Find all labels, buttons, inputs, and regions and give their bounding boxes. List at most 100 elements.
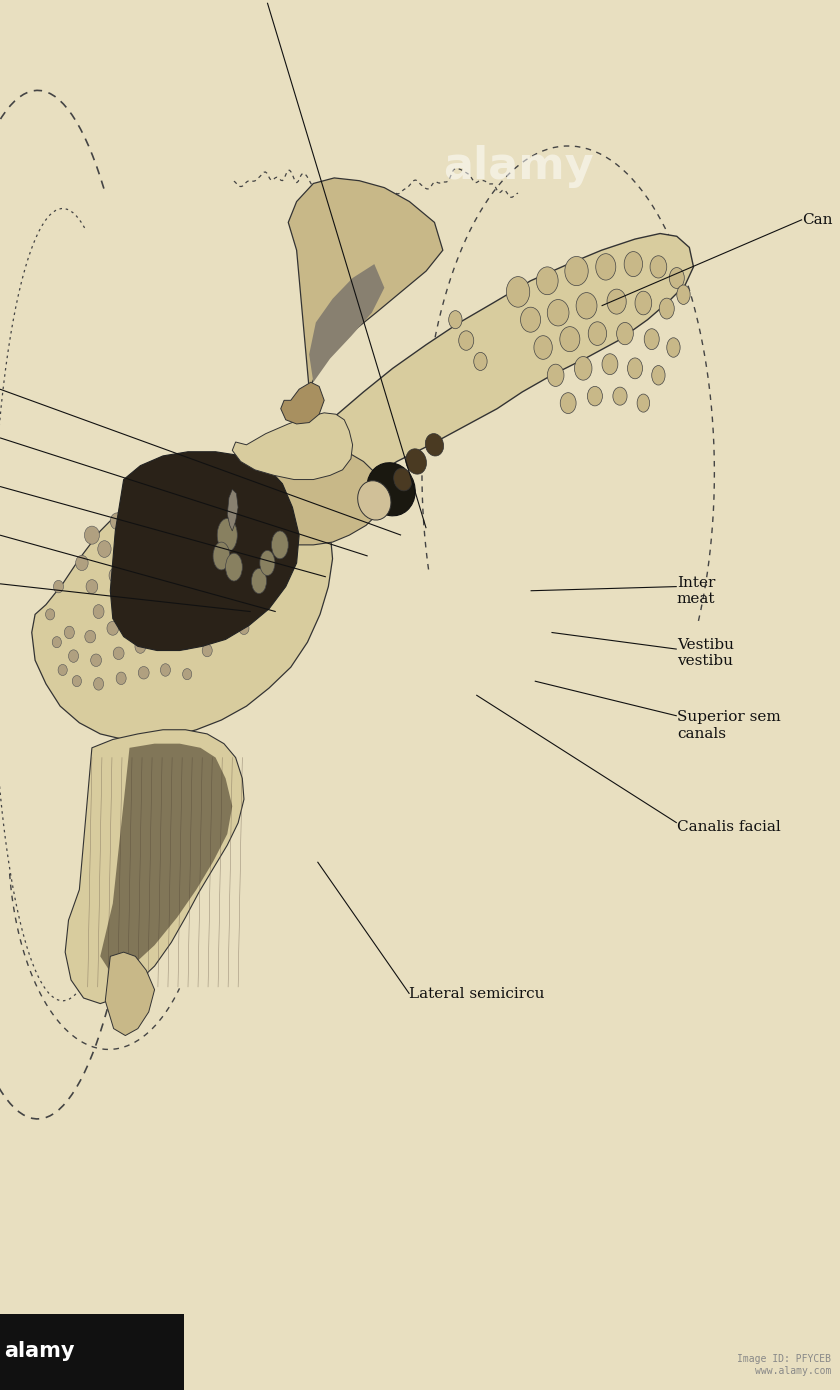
Polygon shape <box>66 730 244 1004</box>
Ellipse shape <box>406 449 427 474</box>
Ellipse shape <box>367 463 415 516</box>
Circle shape <box>218 518 237 552</box>
Ellipse shape <box>244 553 256 569</box>
Ellipse shape <box>206 478 221 496</box>
Text: Image ID: PFYCEB
www.alamy.com: Image ID: PFYCEB www.alamy.com <box>738 1354 832 1376</box>
Ellipse shape <box>86 580 97 594</box>
Ellipse shape <box>602 354 618 375</box>
Ellipse shape <box>644 329 659 350</box>
Ellipse shape <box>193 505 208 524</box>
Ellipse shape <box>228 481 243 499</box>
Ellipse shape <box>223 545 236 560</box>
Ellipse shape <box>617 322 633 345</box>
Ellipse shape <box>109 569 122 584</box>
Ellipse shape <box>138 582 150 598</box>
Ellipse shape <box>85 631 96 642</box>
Ellipse shape <box>91 655 102 667</box>
Ellipse shape <box>167 507 183 527</box>
Text: Lateral semicircu: Lateral semicircu <box>409 987 545 1001</box>
Text: Canalis facial: Canalis facial <box>677 820 780 834</box>
Ellipse shape <box>133 499 148 517</box>
Ellipse shape <box>559 327 580 352</box>
Circle shape <box>213 542 230 570</box>
Ellipse shape <box>534 336 552 360</box>
Polygon shape <box>322 234 694 539</box>
Polygon shape <box>105 952 155 1036</box>
Ellipse shape <box>107 621 118 635</box>
Ellipse shape <box>677 285 690 304</box>
Ellipse shape <box>58 664 67 676</box>
Ellipse shape <box>113 648 124 660</box>
Polygon shape <box>228 489 238 531</box>
Ellipse shape <box>537 267 558 295</box>
Ellipse shape <box>249 591 260 605</box>
Circle shape <box>251 569 266 594</box>
Ellipse shape <box>217 509 231 527</box>
Ellipse shape <box>176 538 191 556</box>
Circle shape <box>271 531 288 559</box>
Ellipse shape <box>667 338 680 357</box>
Ellipse shape <box>180 480 196 499</box>
Ellipse shape <box>131 555 144 571</box>
Ellipse shape <box>76 556 88 571</box>
Ellipse shape <box>157 635 168 649</box>
Ellipse shape <box>474 352 487 371</box>
Circle shape <box>226 553 242 581</box>
Polygon shape <box>288 178 443 389</box>
Ellipse shape <box>521 307 541 332</box>
Text: alamy: alamy <box>443 146 593 188</box>
Ellipse shape <box>548 300 569 327</box>
Ellipse shape <box>116 673 126 685</box>
Ellipse shape <box>65 626 75 639</box>
Ellipse shape <box>669 268 685 289</box>
Ellipse shape <box>129 612 141 626</box>
Ellipse shape <box>93 678 103 691</box>
Ellipse shape <box>459 331 474 350</box>
Ellipse shape <box>659 299 675 320</box>
Polygon shape <box>281 382 324 424</box>
Ellipse shape <box>576 293 597 320</box>
Text: Inter
meat: Inter meat <box>677 575 716 606</box>
Ellipse shape <box>624 252 643 277</box>
Ellipse shape <box>120 527 134 545</box>
Ellipse shape <box>155 484 171 505</box>
Ellipse shape <box>182 669 192 680</box>
Ellipse shape <box>207 573 219 588</box>
Ellipse shape <box>607 289 627 314</box>
Ellipse shape <box>139 667 150 680</box>
Ellipse shape <box>652 366 665 385</box>
Text: Superior sem
canals: Superior sem canals <box>677 710 780 741</box>
Ellipse shape <box>97 541 111 557</box>
Ellipse shape <box>239 517 253 534</box>
Ellipse shape <box>425 434 444 456</box>
Ellipse shape <box>587 386 602 406</box>
Polygon shape <box>32 456 333 739</box>
Polygon shape <box>233 413 353 480</box>
Polygon shape <box>110 452 299 651</box>
Ellipse shape <box>160 664 171 677</box>
Ellipse shape <box>560 393 576 414</box>
Ellipse shape <box>588 322 606 346</box>
Ellipse shape <box>181 637 191 651</box>
Ellipse shape <box>202 645 213 657</box>
Text: Vestibu
vestibu: Vestibu vestibu <box>677 638 734 669</box>
Ellipse shape <box>650 256 667 278</box>
Ellipse shape <box>635 292 652 316</box>
Ellipse shape <box>151 603 163 620</box>
Ellipse shape <box>197 605 207 619</box>
Ellipse shape <box>596 254 616 281</box>
Ellipse shape <box>115 594 127 607</box>
Polygon shape <box>100 744 233 976</box>
Ellipse shape <box>160 573 174 589</box>
Ellipse shape <box>575 357 592 381</box>
Ellipse shape <box>174 602 186 616</box>
Ellipse shape <box>184 570 197 585</box>
Ellipse shape <box>52 637 61 648</box>
Ellipse shape <box>54 581 64 594</box>
Ellipse shape <box>72 676 81 687</box>
Ellipse shape <box>358 481 391 520</box>
Polygon shape <box>309 264 385 382</box>
Ellipse shape <box>548 364 564 386</box>
Text: Can: Can <box>802 213 832 227</box>
Ellipse shape <box>143 516 158 535</box>
